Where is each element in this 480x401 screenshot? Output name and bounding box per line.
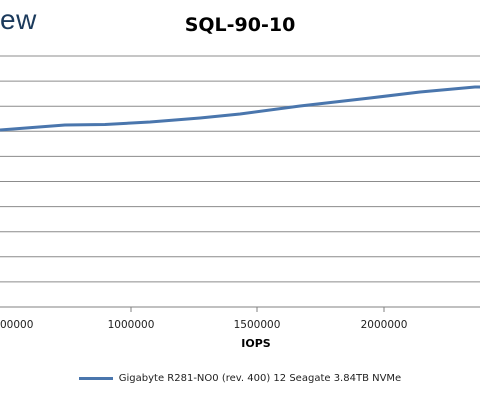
- chart-title: SQL-90-10: [184, 14, 296, 36]
- series-line: [0, 85, 480, 132]
- logo-fragment: ew: [0, 4, 37, 35]
- legend-swatch: [78, 377, 113, 380]
- x-tick-label: 1000000: [108, 319, 155, 331]
- x-tick-labels: 1000000 1500000 2000000 00000: [0, 319, 407, 331]
- x-axis: [130, 307, 385, 312]
- legend-entry: Gigabyte R281-NO0 (rev. 400) 12 Seagate …: [118, 373, 402, 384]
- x-tick-label: 2000000: [361, 319, 408, 331]
- gridlines: [0, 55, 480, 308]
- x-tick-label: 1500000: [234, 319, 281, 331]
- x-tick-label-partial: 00000: [0, 319, 33, 331]
- series-layer: [0, 85, 480, 132]
- x-axis-label: IOPS: [241, 337, 271, 350]
- legend: Gigabyte R281-NO0 (rev. 400) 12 Seagate …: [0, 373, 480, 384]
